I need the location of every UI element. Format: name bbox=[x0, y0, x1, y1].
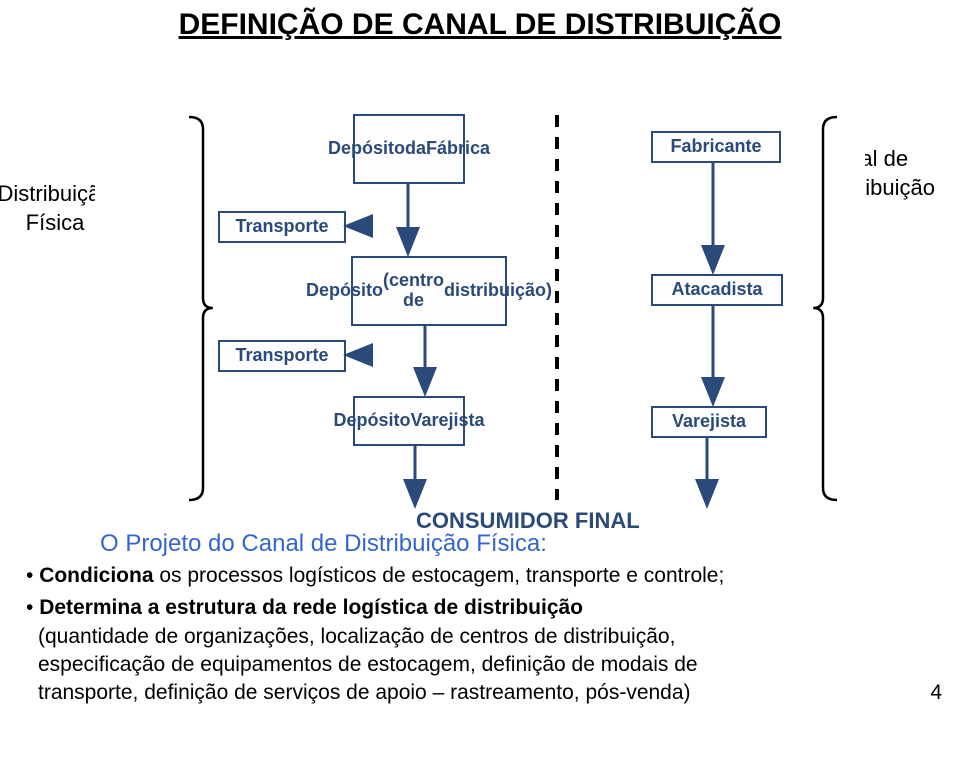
node-varejista: Varejista bbox=[651, 406, 767, 438]
page-number: 4 bbox=[930, 681, 942, 705]
bold-term: Condiciona bbox=[39, 564, 153, 587]
sub-line: (quantidade de organizações, localização… bbox=[10, 623, 930, 651]
node-deposito-fabrica: DepósitodaFábrica bbox=[353, 114, 465, 184]
text-span: os processos logísticos de estocagem, tr… bbox=[154, 564, 725, 587]
node-atacadista: Atacadista bbox=[651, 274, 783, 306]
subheading: O Projeto do Canal de Distribuição Físic… bbox=[10, 530, 930, 558]
diagram-area: DepósitodaFábricaTransporteDepósito(cent… bbox=[95, 55, 865, 485]
label-text: Física bbox=[26, 210, 85, 235]
node-transporte2: Transporte bbox=[218, 340, 346, 372]
content-text-block: O Projeto do Canal de Distribuição Físic… bbox=[10, 530, 930, 708]
page-title: DEFINIÇÃO DE CANAL DE DISTRIBUIÇÃO bbox=[0, 8, 960, 42]
node-deposito-centro: Depósito(centro dedistribuição) bbox=[351, 256, 507, 326]
node-deposito-varejista: DepósitoVarejista bbox=[353, 396, 465, 446]
bullet-2: Determina a estrutura da rede logística … bbox=[10, 594, 930, 622]
node-fabricante: Fabricante bbox=[651, 131, 781, 163]
bullet-1: Condiciona os processos logísticos de es… bbox=[10, 562, 930, 590]
sub-line: especificação de equipamentos de estocag… bbox=[10, 651, 930, 679]
bold-term: Determina a estrutura da rede logística … bbox=[39, 596, 583, 619]
sub-line: transporte, definição de serviços de apo… bbox=[10, 679, 930, 707]
node-transporte1: Transporte bbox=[218, 211, 346, 243]
